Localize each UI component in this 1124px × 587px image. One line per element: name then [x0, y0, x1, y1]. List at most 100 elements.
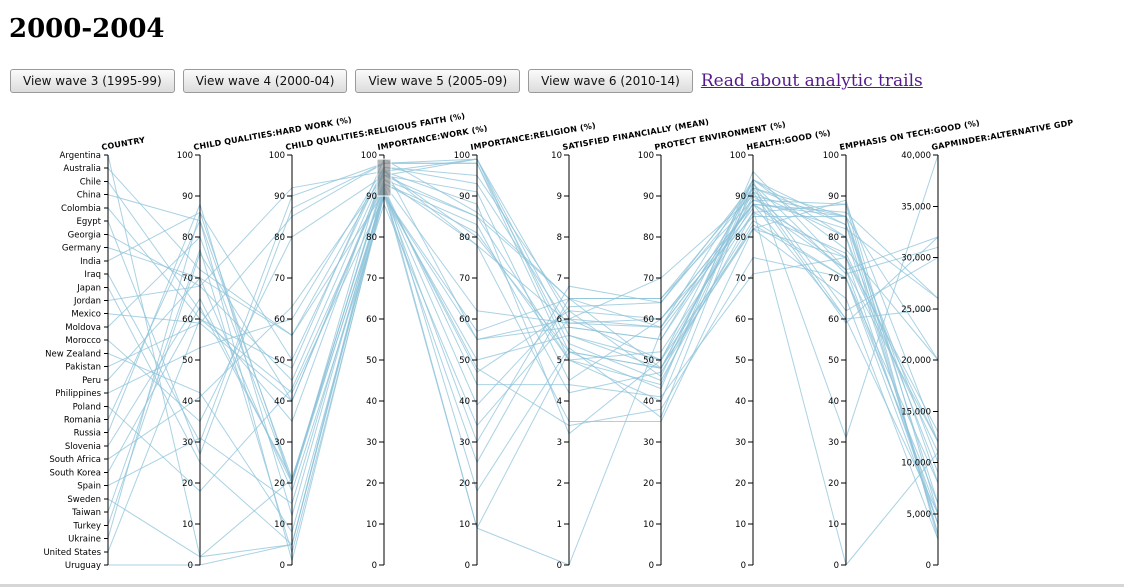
view-wave-6-button[interactable]: View wave 6 (2010-14)	[528, 69, 693, 93]
tick-label: 30	[274, 438, 285, 448]
tick-80: 80	[735, 233, 753, 243]
tick-label: 10	[551, 151, 562, 161]
tick-ukraine: Ukraine	[68, 535, 108, 545]
tick-label: 5,000	[907, 510, 931, 520]
tick-label: 2	[557, 479, 562, 489]
tick-label: 20	[182, 479, 193, 489]
tick-label: 0	[649, 561, 654, 571]
tick-90: 90	[828, 192, 846, 202]
tick-south-africa: South Africa	[49, 455, 108, 465]
tick-0: 0	[280, 561, 292, 571]
tick-label: 10	[459, 520, 470, 530]
tick-label: Egypt	[76, 217, 101, 227]
brush-selection[interactable]	[376, 158, 392, 197]
tick-moldova: Moldova	[65, 323, 108, 333]
tick-label: 0	[372, 561, 377, 571]
tick-5000: 5,000	[907, 510, 938, 520]
axis-country[interactable]: Argentina Australia Chile China Colombia Egyp…	[43, 135, 145, 571]
tick-90: 90	[459, 192, 477, 202]
data-line-iraq	[107, 162, 939, 525]
tick-label: 10	[735, 520, 746, 530]
data-line-sweden	[107, 190, 939, 558]
tick-label: 40	[274, 397, 285, 407]
tick-new-zealand: New Zealand	[45, 349, 108, 359]
tick-label: 70	[182, 274, 193, 284]
tick-label: 6	[557, 315, 562, 325]
tick-label: 50	[366, 356, 377, 366]
tick-80: 80	[366, 233, 384, 243]
tick-label: 10	[828, 520, 839, 530]
tick-label: 60	[182, 315, 193, 325]
tick-40: 40	[366, 397, 384, 407]
tick-10: 10	[551, 151, 569, 161]
tick-label: 4	[557, 397, 562, 407]
tick-50: 50	[182, 356, 200, 366]
tick-label: 0	[465, 561, 470, 571]
tick-90: 90	[643, 192, 661, 202]
tick-label: United States	[43, 548, 101, 558]
tick-35000: 35,000	[901, 202, 938, 212]
tick-100: 100	[177, 151, 200, 161]
tick-colombia: Colombia	[61, 204, 108, 214]
tick-15000: 15,000	[901, 407, 938, 417]
tick-label: 30	[643, 438, 654, 448]
tick-poland: Poland	[73, 402, 108, 412]
analytic-trails-link[interactable]: Read about analytic trails	[700, 71, 923, 91]
tick-label: Turkey	[72, 521, 101, 531]
tick-10: 10	[366, 520, 384, 530]
tick-label: 40	[735, 397, 746, 407]
tick-label: 100	[730, 151, 746, 161]
tick-label: Moldova	[65, 323, 101, 333]
tick-label: 9	[557, 192, 562, 202]
tick-peru: Peru	[82, 376, 108, 386]
tick-label: 30	[366, 438, 377, 448]
tick-20: 20	[828, 479, 846, 489]
tick-label: 100	[638, 151, 654, 161]
tick-label: 100	[361, 151, 377, 161]
tick-0: 0	[741, 561, 753, 571]
tick-label: 70	[828, 274, 839, 284]
tick-label: 10	[366, 520, 377, 530]
data-line-slovenia	[107, 165, 939, 485]
tick-7: 7	[557, 274, 569, 284]
tick-egypt: Egypt	[76, 217, 108, 227]
tick-label: 5	[557, 356, 562, 366]
axis-gdp[interactable]: 0 5,000 10,000 15,000 20,000 25,000 30,000 35,0…	[901, 118, 1074, 571]
tick-9: 9	[557, 192, 569, 202]
tick-label: 3	[557, 438, 562, 448]
tick-70: 70	[182, 274, 200, 284]
data-line-united-states	[107, 154, 939, 552]
tick-label: 20	[735, 479, 746, 489]
tick-70: 70	[366, 274, 384, 284]
bottom-divider	[0, 584, 1124, 587]
tick-label: Iraq	[84, 270, 101, 280]
tick-60: 60	[643, 315, 661, 325]
data-line-jordan	[107, 158, 939, 514]
tick-label: 60	[274, 315, 285, 325]
tick-label: 50	[459, 356, 470, 366]
tick-25000: 25,000	[901, 305, 938, 315]
tick-60: 60	[459, 315, 477, 325]
view-wave-5-button[interactable]: View wave 5 (2005-09)	[355, 69, 521, 93]
tick-50: 50	[459, 356, 477, 366]
tick-40: 40	[735, 397, 753, 407]
tick-label: 60	[459, 315, 470, 325]
tick-label: Germany	[62, 244, 101, 254]
tick-0: 0	[188, 561, 200, 571]
tick-label: 80	[366, 233, 377, 243]
view-wave-3-button[interactable]: View wave 3 (1995-99)	[10, 69, 175, 93]
tick-label: Georgia	[68, 230, 101, 240]
view-wave-4-button[interactable]: View wave 4 (2000-04)	[182, 69, 348, 93]
tick-40: 40	[828, 397, 846, 407]
tick-label: 80	[459, 233, 470, 243]
tick-australia: Australia	[63, 164, 108, 174]
tick-100: 100	[454, 151, 477, 161]
tick-label: 50	[182, 356, 193, 366]
tick-label: Sweden	[67, 495, 101, 505]
tick-label: 40	[459, 397, 470, 407]
tick-4: 4	[557, 397, 569, 407]
